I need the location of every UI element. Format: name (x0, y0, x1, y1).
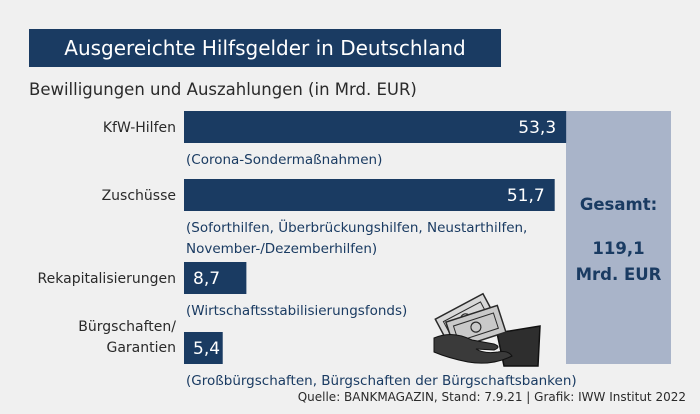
total-value: 119,1 (592, 239, 644, 258)
bar-value-label: 53,3 (518, 118, 556, 138)
chart-title: Ausgereichte Hilfsgelder in Deutschland (29, 29, 501, 67)
category-label: Bürgschaften/Garantien (78, 319, 176, 356)
bar (184, 111, 567, 143)
category-label: Rekapitalisierungen (38, 271, 176, 287)
bar-value-label: 51,7 (507, 186, 545, 206)
total-box (566, 111, 671, 364)
bar-note: (Soforthilfen, Überbrückungshilfen, Neus… (186, 218, 527, 257)
bars-group: 53,3 KfW-Hilfen (Corona-Sondermaßnahmen) 51… (38, 111, 577, 389)
bar-value-label: 8,7 (193, 269, 220, 289)
bar-note: (Corona-Sondermaßnahmen) (186, 152, 382, 168)
total-unit: Mrd. EUR (576, 265, 662, 284)
money-wallet-icon (433, 292, 541, 367)
total-label: Gesamt: (580, 195, 657, 214)
bar (184, 332, 223, 364)
chart-subtitle: Bewilligungen und Auszahlungen (in Mrd. … (29, 80, 417, 99)
bar-note: (Großbürgschaften, Bürgschaften der Bürg… (186, 373, 577, 389)
bar (184, 262, 247, 294)
bar-note: (Wirtschaftsstabilisierungsfonds) (186, 303, 407, 319)
category-label: Zuschüsse (102, 188, 176, 204)
category-label: KfW-Hilfen (103, 120, 176, 136)
bar-value-label: 5,4 (193, 339, 220, 359)
source-note: Quelle: BANKMAGAZIN, Stand: 7.9.21 | Gra… (297, 390, 686, 404)
bar (184, 179, 555, 211)
